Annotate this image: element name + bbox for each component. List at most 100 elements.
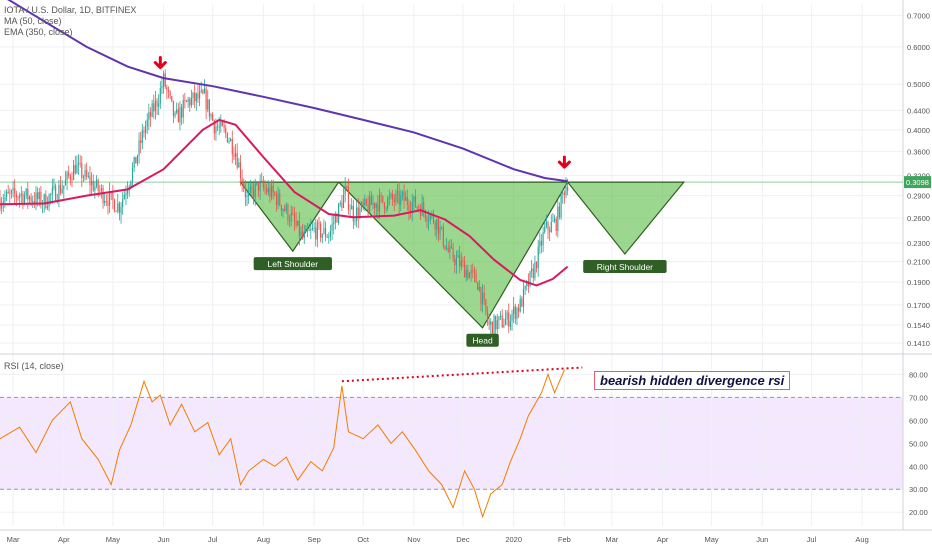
- candle-body: [544, 226, 546, 233]
- candle-body: [334, 215, 336, 223]
- candle-body: [257, 181, 260, 191]
- candle-body: [455, 257, 457, 266]
- candle-body: [194, 92, 196, 102]
- candle-body: [118, 203, 120, 214]
- candle-body: [218, 126, 220, 128]
- candle-body: [380, 195, 382, 196]
- candle-body: [506, 312, 508, 320]
- candle-body: [470, 270, 472, 273]
- candle-body: [318, 222, 320, 224]
- candle-body: [428, 220, 430, 222]
- candle-body: [390, 194, 392, 197]
- candle-body: [246, 195, 248, 197]
- candle-body: [105, 200, 107, 202]
- candle-body: [248, 191, 250, 196]
- candle-body: [179, 107, 181, 123]
- candle-body: [48, 194, 50, 207]
- candle-body: [4, 197, 6, 202]
- candle-body: [117, 203, 119, 212]
- candle-body: [68, 172, 70, 176]
- candle-body: [539, 240, 541, 247]
- time-tick-label: Apr: [58, 535, 70, 544]
- candle-body: [15, 194, 17, 198]
- time-tick-label: Apr: [657, 535, 669, 544]
- candle-body: [302, 231, 304, 238]
- candle-body: [282, 209, 284, 211]
- candle-body: [385, 208, 387, 210]
- candle-body: [360, 202, 363, 209]
- candle-body: [184, 100, 186, 101]
- time-tick-label: 2020: [505, 535, 522, 544]
- candle-body: [71, 179, 73, 181]
- candle-body: [50, 194, 52, 196]
- candle-body: [503, 324, 505, 328]
- candle-body: [169, 91, 171, 96]
- candle-body: [5, 191, 8, 198]
- candle-body: [213, 120, 215, 134]
- candle-body: [143, 130, 145, 133]
- candle-body: [303, 231, 305, 238]
- symbol-label[interactable]: IOTA / U.S. Dollar, 1D, BITFINEX: [4, 5, 137, 15]
- candle-body: [500, 315, 502, 317]
- time-tick-label: Aug: [257, 535, 270, 544]
- candle-body: [485, 299, 487, 312]
- candle-body: [498, 316, 500, 321]
- candle-body: [293, 214, 296, 222]
- candle-body: [115, 211, 117, 213]
- time-tick-label: Dec: [456, 535, 470, 544]
- price-tick-label: 0.1540: [907, 321, 930, 330]
- candle-body: [395, 193, 397, 202]
- candle-body: [540, 240, 543, 246]
- candle-body: [172, 100, 174, 117]
- candle-body: [511, 313, 513, 321]
- candle-body: [496, 320, 498, 330]
- candle-body: [136, 155, 138, 164]
- candle-body: [298, 220, 300, 237]
- candle-body: [210, 114, 212, 117]
- candle-body: [125, 193, 127, 195]
- candle-body: [32, 201, 34, 202]
- candle-body: [202, 90, 204, 94]
- candle-body: [526, 281, 528, 287]
- candle-body: [33, 201, 35, 204]
- rsi-label[interactable]: RSI (14, close): [4, 361, 64, 371]
- candle-body: [555, 218, 557, 231]
- candle-body: [151, 103, 153, 117]
- rsi-tick-label: 80.00: [909, 370, 928, 379]
- down-arrow-icon: [557, 155, 571, 169]
- candle-body: [447, 247, 449, 252]
- candle-body: [163, 73, 165, 87]
- price-tick-label: 0.4000: [907, 126, 930, 135]
- candle-body: [135, 157, 137, 164]
- time-tick-label: Aug: [855, 535, 868, 544]
- candle-body: [22, 193, 24, 204]
- candle-body: [156, 100, 158, 107]
- candle-body: [308, 230, 310, 232]
- candle-body: [23, 195, 26, 204]
- candle-body: [393, 199, 395, 202]
- candle-body: [364, 199, 366, 206]
- candle-body: [411, 202, 413, 212]
- candle-body: [367, 204, 369, 213]
- candle-body: [490, 321, 492, 325]
- candle-body: [275, 194, 278, 205]
- rsi-tick-label: 70.00: [909, 393, 928, 402]
- candle-body: [267, 187, 269, 193]
- sma-label[interactable]: MA (50, close): [4, 16, 62, 26]
- candle-body: [537, 246, 539, 269]
- candle-body: [17, 197, 19, 199]
- candle-body: [200, 90, 202, 92]
- candle-body: [292, 213, 294, 215]
- candle-body: [401, 192, 403, 196]
- candle-body: [233, 154, 235, 157]
- right-shoulder-label: Right Shoulder: [597, 262, 653, 272]
- rsi-legend: RSI (14, close): [4, 361, 64, 372]
- divergence-line: [341, 366, 583, 383]
- candle-body: [7, 191, 9, 194]
- candle-body: [295, 221, 297, 226]
- candle-body: [249, 186, 251, 192]
- candle-body: [73, 164, 75, 180]
- ema-label[interactable]: EMA (350, close): [4, 27, 73, 37]
- candle-body: [228, 140, 230, 143]
